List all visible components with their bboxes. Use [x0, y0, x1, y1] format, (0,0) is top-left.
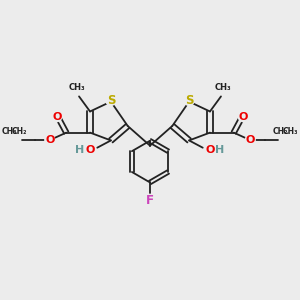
- Ellipse shape: [106, 96, 116, 105]
- Ellipse shape: [145, 196, 155, 205]
- Text: O: O: [45, 135, 55, 145]
- Ellipse shape: [238, 112, 248, 122]
- Text: H: H: [215, 145, 225, 155]
- Text: CH₂: CH₂: [12, 128, 27, 136]
- Text: S: S: [106, 94, 115, 107]
- Text: O: O: [245, 135, 255, 145]
- Text: S: S: [185, 94, 194, 107]
- Text: CH₃: CH₃: [283, 128, 298, 136]
- Ellipse shape: [75, 145, 85, 154]
- Text: O: O: [206, 145, 215, 155]
- Ellipse shape: [205, 145, 215, 154]
- Text: O: O: [85, 145, 94, 155]
- Text: CH₃: CH₃: [2, 128, 17, 136]
- Text: CH₂: CH₂: [273, 128, 288, 136]
- Ellipse shape: [215, 145, 225, 154]
- Text: CH₃: CH₃: [68, 83, 85, 92]
- Ellipse shape: [45, 135, 55, 145]
- Ellipse shape: [85, 145, 95, 154]
- Text: O: O: [52, 112, 62, 122]
- Ellipse shape: [52, 112, 62, 122]
- Text: F: F: [146, 194, 154, 207]
- Text: CH₃: CH₃: [215, 83, 232, 92]
- Text: O: O: [238, 112, 248, 122]
- Ellipse shape: [245, 135, 255, 145]
- Ellipse shape: [184, 96, 194, 105]
- Text: H: H: [75, 145, 85, 155]
